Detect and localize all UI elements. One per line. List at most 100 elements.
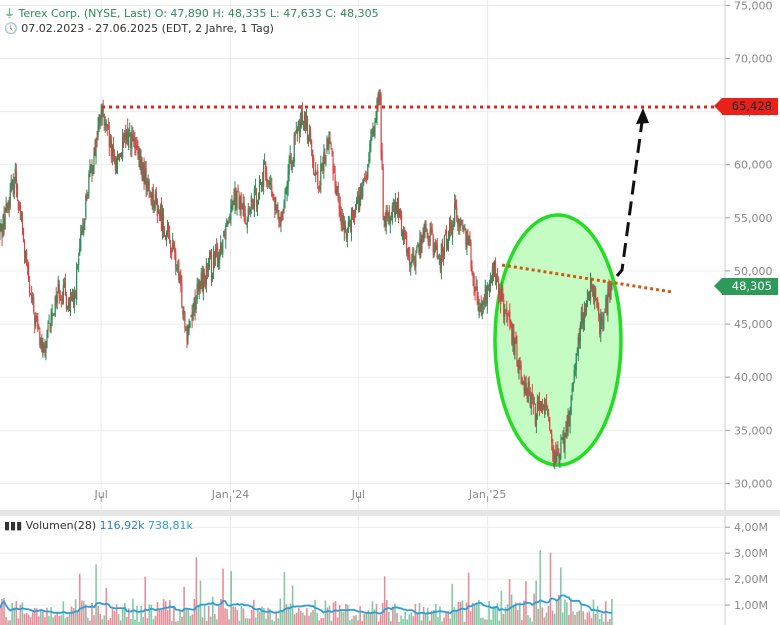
- candle-body: [415, 253, 417, 267]
- candle-body: [453, 224, 455, 227]
- candle-body: [374, 121, 376, 136]
- volume-bar: [318, 620, 321, 625]
- candle-body: [138, 149, 140, 159]
- candle-body: [483, 301, 485, 303]
- candle-body: [180, 275, 182, 286]
- volume-bar: [277, 618, 280, 625]
- candle-body: [490, 278, 493, 283]
- candle-body: [42, 344, 44, 356]
- volume-bar: [171, 621, 173, 625]
- candle-body: [595, 288, 597, 299]
- volume-bar: [11, 603, 13, 625]
- candle-body: [72, 298, 75, 301]
- candle-body: [517, 366, 519, 372]
- candle-body: [392, 202, 394, 204]
- candle-body: [152, 189, 154, 211]
- candle-body: [381, 150, 383, 169]
- volume-bar: [541, 607, 544, 625]
- volume-bar: [508, 579, 511, 625]
- candle-body: [554, 454, 556, 464]
- volume-bar: [199, 580, 202, 625]
- volume-bar: [154, 615, 157, 625]
- candle-body: [271, 186, 273, 196]
- candle-body: [516, 344, 518, 366]
- volume-bar: [148, 604, 151, 625]
- candle-body: [12, 182, 14, 195]
- candle-body: [190, 315, 192, 317]
- candle-body: [583, 308, 586, 322]
- candle-body: [269, 180, 271, 184]
- x-tick-label: Jul: [94, 488, 108, 501]
- volume-bar: [168, 600, 171, 625]
- candle-body: [375, 117, 377, 121]
- volume-bar: [207, 605, 210, 625]
- candle-body: [56, 294, 58, 304]
- candle-body: [282, 212, 284, 214]
- candle-body: [435, 242, 437, 247]
- volume-bar: [324, 600, 327, 625]
- candle-body: [344, 225, 346, 233]
- volume-bar: [95, 564, 97, 625]
- candle-body: [440, 244, 442, 273]
- volume-bar: [422, 606, 425, 625]
- volume-bar: [19, 604, 22, 625]
- candle-body: [238, 193, 240, 209]
- candle-body: [270, 183, 272, 185]
- candle-body: [524, 382, 526, 394]
- candle-body: [349, 222, 352, 230]
- volume-bar: [121, 608, 124, 625]
- volume-bar: [289, 603, 292, 625]
- candle-body: [233, 197, 235, 203]
- candle-body: [67, 299, 70, 308]
- candle-body: [376, 99, 378, 120]
- volume-bar: [449, 618, 452, 625]
- candle-body: [460, 219, 462, 226]
- volume-bar: [31, 612, 34, 625]
- y-tick-label: 50,000: [734, 265, 773, 278]
- candle-body: [327, 141, 329, 146]
- candle-body: [186, 328, 188, 341]
- candle-body: [187, 329, 189, 338]
- highlight-ellipse: [493, 213, 623, 467]
- candle-body: [488, 283, 490, 292]
- volume-bar: [302, 612, 304, 625]
- candle-body: [495, 278, 498, 284]
- candle-body: [461, 219, 463, 221]
- date-range-row: 🕔 07.02.2023 - 27.06.2025 (EDT, 2 Jahre,…: [4, 22, 274, 35]
- candle-body: [603, 314, 605, 329]
- candle-body: [504, 312, 506, 317]
- candle-body: [120, 152, 123, 157]
- candle-body: [475, 283, 477, 288]
- volume-bar: [336, 617, 339, 625]
- volume-bar: [392, 606, 394, 625]
- volume-bar: [390, 621, 392, 625]
- candle-body: [193, 298, 195, 308]
- candle-body: [328, 135, 330, 149]
- candle-body: [426, 229, 428, 233]
- volume-bar: [113, 610, 116, 625]
- volume-bar: [338, 605, 341, 625]
- candle-body: [159, 205, 162, 217]
- candle-body: [598, 306, 600, 317]
- candle-body: [536, 401, 539, 413]
- candle-body: [160, 204, 163, 229]
- candle-body: [518, 365, 520, 375]
- x-tick-label: Jan '24: [211, 488, 249, 501]
- volume-bar: [369, 614, 372, 625]
- volume-bar: [123, 602, 126, 625]
- candle-body: [514, 340, 516, 360]
- volume-bar: [469, 611, 472, 625]
- volume-bar: [297, 607, 300, 625]
- volume-bar: [117, 614, 120, 625]
- candle-body: [559, 454, 561, 462]
- candle-body: [58, 283, 60, 299]
- volume-bar: [523, 600, 525, 625]
- candle-body: [285, 192, 287, 194]
- candle-body: [293, 133, 295, 163]
- candle-body: [21, 218, 24, 230]
- volume-bar: [549, 552, 552, 625]
- candle-body: [178, 260, 180, 281]
- candle-body: [63, 284, 65, 286]
- candle-body: [334, 175, 336, 187]
- volume-bar: [582, 611, 585, 625]
